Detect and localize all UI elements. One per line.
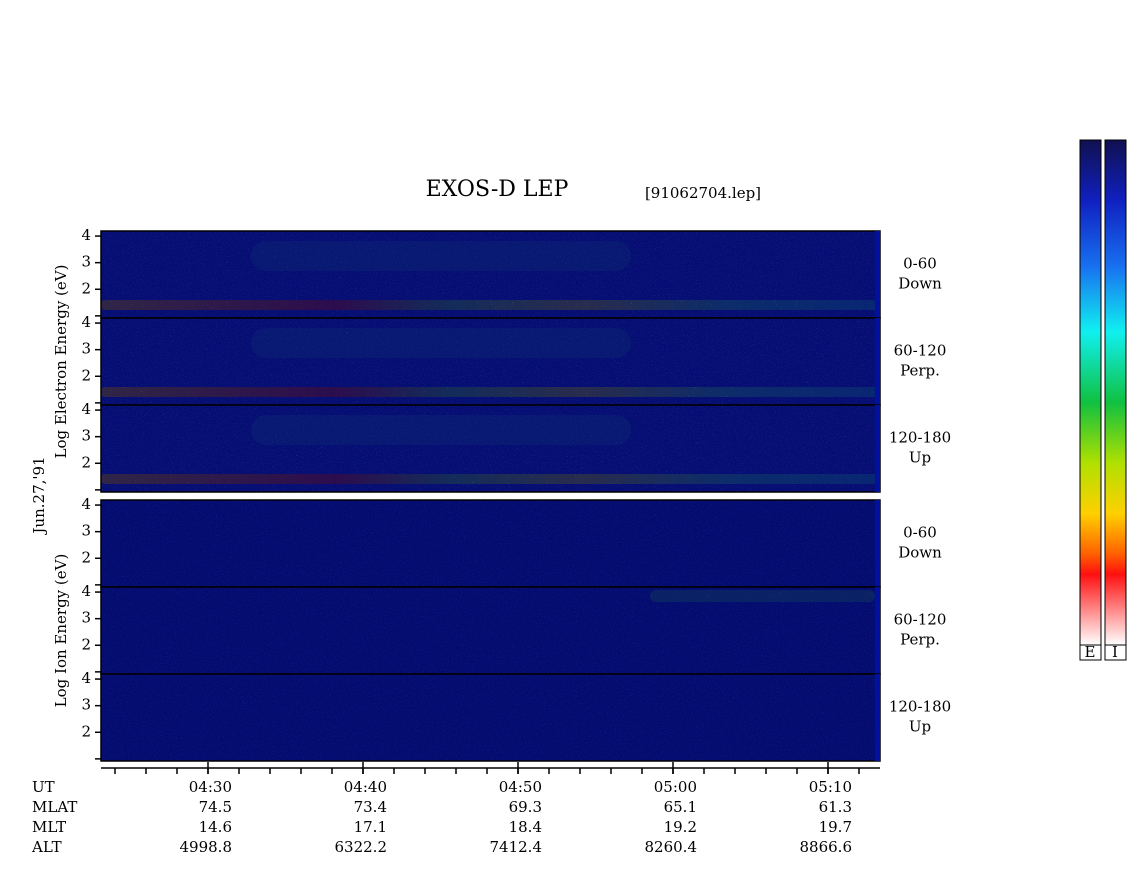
panel-label: Perp. bbox=[900, 362, 940, 380]
y-tick-label: 4 bbox=[81, 226, 91, 244]
date-label: Jun.27,'91 bbox=[30, 456, 48, 535]
colorbar-label: I bbox=[1112, 643, 1118, 661]
panel-edge bbox=[875, 674, 880, 761]
y-tick-label: 3 bbox=[81, 522, 91, 540]
panel-label: 0-60 bbox=[903, 255, 937, 273]
panel-label: Up bbox=[909, 449, 931, 467]
panel-label: Perp. bbox=[900, 631, 940, 649]
title: EXOS-D LEP bbox=[426, 177, 569, 202]
ephemeris-value: 7412.4 bbox=[490, 838, 543, 856]
ephemeris-value: 65.1 bbox=[664, 798, 697, 816]
file-label: [91062704.lep] bbox=[645, 184, 761, 202]
x-tick-label: 04:40 bbox=[344, 778, 387, 796]
ephemeris-value: 8866.6 bbox=[800, 838, 853, 856]
y-axis-label: Log Electron Energy (eV) bbox=[52, 265, 70, 459]
x-tick-label: 04:30 bbox=[189, 778, 232, 796]
y-tick-label: 2 bbox=[81, 635, 91, 653]
ephemeris-value: 14.6 bbox=[199, 818, 232, 836]
panel-edge bbox=[875, 231, 880, 318]
ephemeris-value: 17.1 bbox=[354, 818, 387, 836]
ephemeris-value: 6322.2 bbox=[335, 838, 388, 856]
panel-dots bbox=[101, 231, 880, 318]
ephemeris-value: 19.2 bbox=[664, 818, 697, 836]
panel-dots bbox=[101, 587, 880, 674]
panel-label: 60-120 bbox=[894, 611, 947, 629]
y-tick-label: 2 bbox=[81, 722, 91, 740]
y-tick-label: 3 bbox=[81, 340, 91, 358]
y-tick-label: 2 bbox=[81, 453, 91, 471]
y-tick-label: 3 bbox=[81, 609, 91, 627]
y-tick-label: 2 bbox=[81, 366, 91, 384]
ephemeris-value: 18.4 bbox=[509, 818, 542, 836]
panel-label: Down bbox=[898, 275, 942, 293]
y-tick-label: 4 bbox=[81, 495, 91, 513]
ephemeris-row-label: MLT bbox=[32, 818, 66, 836]
y-axis-label: Log Ion Energy (eV) bbox=[52, 554, 70, 708]
panel-dots bbox=[101, 318, 880, 405]
y-tick-label: 3 bbox=[81, 696, 91, 714]
ephemeris-value: 19.7 bbox=[819, 818, 852, 836]
colorbar-label-box bbox=[1079, 644, 1102, 661]
panel-edge bbox=[875, 500, 880, 587]
panel-edge bbox=[875, 587, 880, 674]
panel-edge bbox=[875, 405, 880, 492]
y-tick-label: 4 bbox=[81, 313, 91, 331]
ephemeris-value: 74.5 bbox=[199, 798, 232, 816]
y-tick-label: 4 bbox=[81, 669, 91, 687]
panel-dots bbox=[101, 405, 880, 492]
panel-edge bbox=[875, 318, 880, 405]
ephemeris-value: 4998.8 bbox=[180, 838, 233, 856]
x-tick-label: 04:50 bbox=[499, 778, 542, 796]
y-tick-label: 4 bbox=[81, 400, 91, 418]
panel-label: Up bbox=[909, 718, 931, 736]
panel-label: 0-60 bbox=[903, 524, 937, 542]
y-tick-label: 4 bbox=[81, 582, 91, 600]
y-tick-label: 2 bbox=[81, 279, 91, 297]
panel-label: Down bbox=[898, 544, 942, 562]
spectrograms bbox=[100, 230, 881, 762]
panel-dots bbox=[101, 674, 880, 761]
y-tick-label: 3 bbox=[81, 253, 91, 271]
panel-label: 120-180 bbox=[889, 698, 951, 716]
ephemeris-row-label: MLAT bbox=[32, 798, 77, 816]
ephemeris-value: 61.3 bbox=[819, 798, 852, 816]
colorbar-label: E bbox=[1085, 643, 1096, 661]
ephemeris-row-label: UT bbox=[32, 778, 55, 796]
ephemeris-value: 69.3 bbox=[509, 798, 542, 816]
colorbar-label-box bbox=[1104, 644, 1127, 661]
colorbar bbox=[1104, 139, 1127, 646]
ephemeris-row-label: ALT bbox=[31, 838, 62, 856]
colorbar bbox=[1079, 139, 1102, 646]
y-tick-label: 3 bbox=[81, 427, 91, 445]
panel-dots bbox=[101, 500, 880, 587]
panel-label: 60-120 bbox=[894, 342, 947, 360]
panel-label: 120-180 bbox=[889, 429, 951, 447]
y-tick-label: 2 bbox=[81, 548, 91, 566]
ephemeris-value: 8260.4 bbox=[645, 838, 698, 856]
x-tick-label: 05:00 bbox=[654, 778, 697, 796]
x-tick-label: 05:10 bbox=[809, 778, 852, 796]
ephemeris-value: 73.4 bbox=[354, 798, 387, 816]
